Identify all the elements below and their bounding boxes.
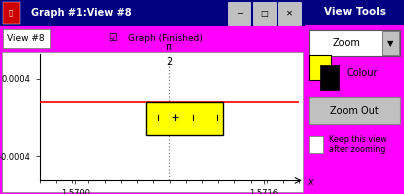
- Bar: [278, 2, 301, 25]
- Bar: [305, 0, 404, 25]
- Text: Zoom: Zoom: [333, 38, 361, 48]
- Bar: [2, 52, 303, 192]
- Text: View Tools: View Tools: [324, 7, 386, 17]
- Text: Zoom Out: Zoom Out: [330, 106, 379, 116]
- Text: Graph #1:View #8: Graph #1:View #8: [31, 8, 131, 18]
- Bar: [382, 31, 399, 55]
- Bar: [309, 30, 400, 56]
- Bar: [146, 102, 223, 135]
- Text: ☑: ☑: [109, 33, 118, 43]
- Bar: [227, 2, 250, 25]
- Bar: [309, 136, 323, 153]
- Text: Colour: Colour: [347, 68, 378, 78]
- Bar: [309, 97, 400, 124]
- Bar: [253, 2, 276, 25]
- Text: ▼: ▼: [387, 39, 394, 48]
- Text: 2: 2: [166, 57, 172, 67]
- Text: ✕: ✕: [286, 9, 293, 18]
- Bar: [3, 29, 50, 48]
- Text: ─: ─: [237, 9, 242, 18]
- Text: Graph (Finished): Graph (Finished): [128, 34, 203, 43]
- Text: ⬛: ⬛: [8, 10, 13, 16]
- Bar: [309, 55, 331, 80]
- Text: x: x: [307, 177, 313, 187]
- Bar: [0, 0, 305, 26]
- Text: π: π: [166, 42, 172, 52]
- Bar: [3, 2, 20, 24]
- Text: □: □: [261, 9, 268, 18]
- Bar: [320, 65, 339, 90]
- Text: View #8: View #8: [7, 34, 45, 43]
- Text: Keep this view
after zooming: Keep this view after zooming: [329, 135, 387, 154]
